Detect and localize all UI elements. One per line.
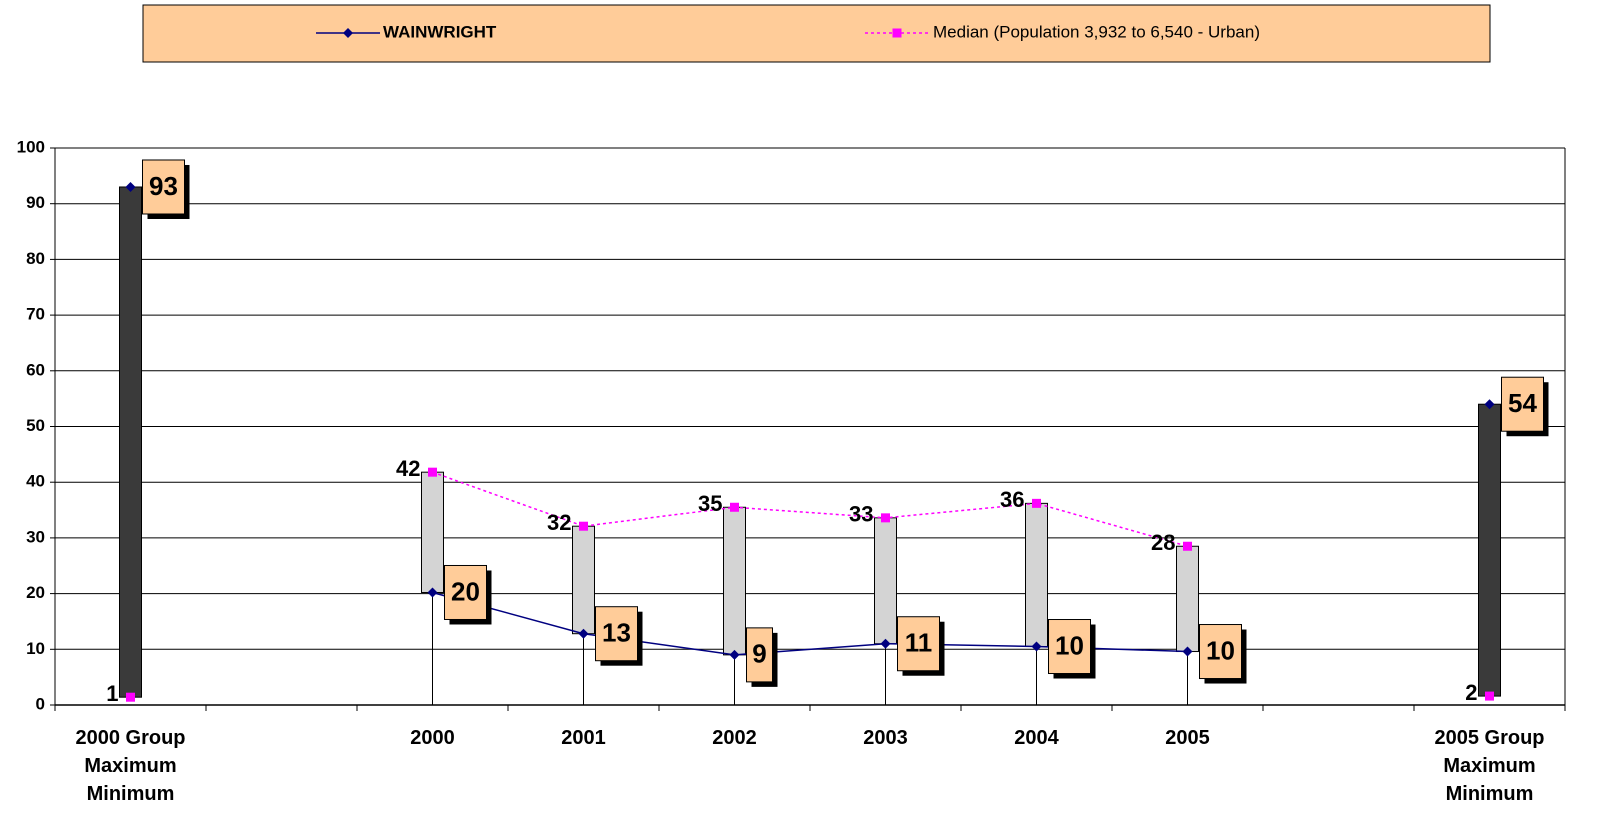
label-box — [1501, 376, 1544, 432]
y-tick-label: 90 — [26, 193, 45, 212]
legend: WAINWRIGHT Median (Population 3,932 to 6,… — [316, 22, 1260, 41]
data-label: 33 — [849, 502, 873, 527]
data-label: 28 — [1151, 530, 1175, 555]
point — [579, 521, 588, 531]
hi-lo-bar — [572, 525, 595, 635]
point — [427, 587, 438, 598]
data-label: 11 — [905, 628, 933, 658]
y-tick-label: 20 — [26, 583, 45, 602]
y-tick-label: 80 — [26, 249, 45, 268]
point — [729, 649, 740, 660]
data-label: 2 — [1465, 680, 1477, 705]
legend-marker — [343, 28, 353, 38]
data-label: 93 — [149, 171, 178, 201]
hi-lo-bar — [421, 471, 444, 593]
point — [1183, 541, 1192, 551]
y-tick-label: 50 — [26, 416, 45, 435]
point — [730, 502, 739, 512]
label-box — [142, 159, 185, 215]
point — [880, 638, 891, 649]
point — [881, 513, 890, 523]
point — [126, 692, 135, 702]
point — [1484, 399, 1495, 410]
y-tick-label: 10 — [26, 639, 45, 658]
x-tick-label: 2001 — [561, 727, 606, 749]
legend-label: Median (Population 3,932 to 6,540 - Urba… — [933, 22, 1260, 41]
point — [1182, 646, 1193, 657]
label-box — [595, 606, 638, 662]
y-tick-label: 40 — [26, 472, 45, 491]
data-label: 10 — [1055, 630, 1084, 660]
point — [578, 628, 589, 639]
x-tick-label: 2000 Group Maximum Minimum — [75, 727, 186, 805]
data-label: 35 — [698, 491, 722, 516]
x-tick-label: 2002 — [712, 727, 757, 749]
label-box — [444, 564, 487, 620]
legend-label: WAINWRIGHT — [383, 22, 497, 41]
legend-marker — [892, 28, 902, 38]
y-tick-label: 70 — [26, 305, 45, 324]
data-label: 13 — [602, 618, 631, 648]
hi-lo-bar — [1478, 403, 1501, 697]
data-label: 9 — [752, 639, 766, 669]
point — [125, 181, 136, 192]
x-tick-label: 2005 Group Maximum Minimum — [1434, 727, 1545, 805]
label-box — [897, 616, 940, 672]
x-tick-label: 2005 — [1165, 727, 1210, 749]
y-tick-label: 100 — [17, 137, 45, 156]
y-tick-label: 0 — [36, 694, 45, 713]
point — [1031, 641, 1042, 652]
x-tick-label: 2000 — [410, 727, 455, 749]
hi-lo-bar — [119, 186, 142, 698]
label-box — [746, 627, 773, 683]
label-box — [1048, 619, 1091, 675]
point — [1485, 691, 1494, 701]
data-label: 10 — [1206, 635, 1235, 665]
x-tick-label: 2004 — [1014, 727, 1059, 749]
data-label: 54 — [1508, 388, 1537, 418]
data-label: 36 — [1000, 487, 1024, 512]
hi-lo-bar — [723, 506, 746, 656]
hi-lo-bar — [874, 517, 897, 645]
data-label: 42 — [396, 456, 420, 481]
y-tick-label: 60 — [26, 360, 45, 379]
label-box — [1199, 624, 1242, 680]
hi-lo-bar — [1176, 545, 1199, 653]
data-label: 20 — [451, 576, 480, 606]
point — [1032, 498, 1041, 508]
data-label: 1 — [106, 681, 118, 706]
data-label: 32 — [547, 510, 571, 535]
point — [428, 467, 437, 477]
hi-lo-bar — [1025, 502, 1048, 648]
x-tick-label: 2003 — [863, 727, 908, 749]
y-tick-label: 30 — [26, 527, 45, 546]
